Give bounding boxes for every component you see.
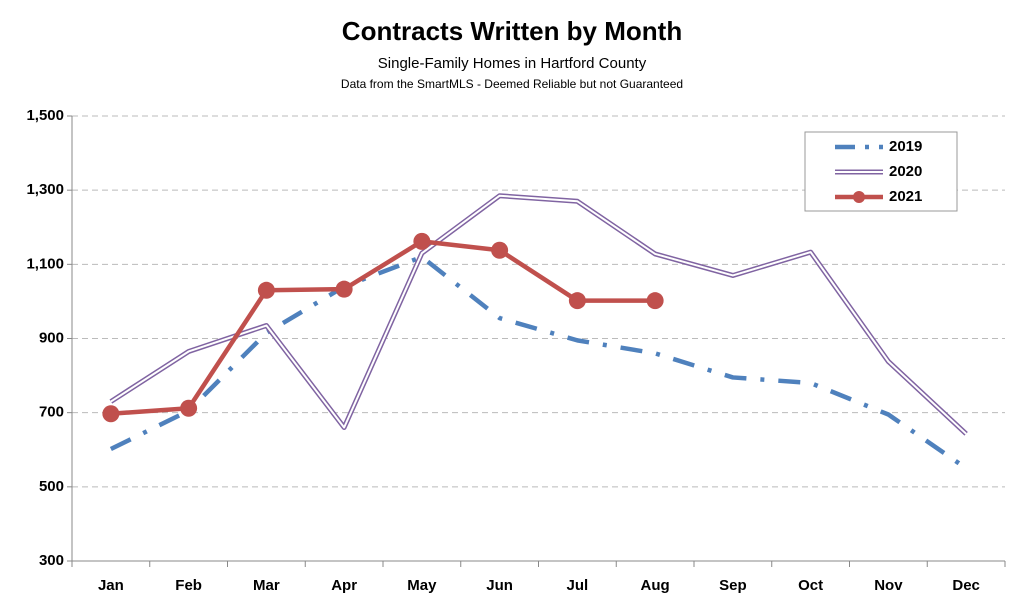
x-tick-label: Mar	[253, 577, 280, 594]
chart-title: Contracts Written by Month	[342, 16, 682, 46]
x-tick-label: Sep	[719, 577, 747, 594]
y-tick-label: 1,300	[26, 181, 64, 198]
series-marker	[102, 405, 120, 423]
legend-label: 2021	[889, 188, 922, 205]
y-tick-label: 300	[39, 552, 64, 569]
legend-label: 2020	[889, 163, 922, 180]
chart-note: Data from the SmartMLS - Deemed Reliable…	[341, 77, 683, 91]
x-tick-label: Feb	[175, 577, 202, 594]
series-line	[109, 193, 968, 436]
legend-marker	[853, 191, 865, 203]
legend-label: 2019	[889, 138, 922, 155]
y-tick-label: 900	[39, 329, 64, 346]
x-tick-label: Jun	[486, 577, 513, 594]
y-tick-label: 1,100	[26, 255, 64, 272]
series-marker	[646, 292, 664, 310]
series-line	[110, 239, 656, 417]
series-marker	[257, 281, 275, 299]
series-marker	[413, 232, 431, 250]
x-tick-label: Dec	[952, 577, 980, 594]
series-marker	[180, 399, 198, 417]
series-line	[109, 254, 968, 471]
chart-subtitle: Single-Family Homes in Hartford County	[378, 55, 647, 72]
series-marker	[335, 280, 353, 298]
x-tick-label: Aug	[641, 577, 670, 594]
x-tick-label: Apr	[331, 577, 357, 594]
x-tick-label: Nov	[874, 577, 903, 594]
series-marker	[568, 292, 586, 310]
x-tick-label: Jan	[98, 577, 124, 594]
x-tick-label: Oct	[798, 577, 823, 594]
y-tick-label: 700	[39, 404, 64, 421]
x-tick-label: May	[407, 577, 437, 594]
y-tick-label: 1,500	[26, 107, 64, 124]
series-marker	[491, 241, 509, 259]
series-line-inner	[110, 194, 967, 435]
x-tick-label: Jul	[567, 577, 589, 594]
y-tick-label: 500	[39, 478, 64, 495]
